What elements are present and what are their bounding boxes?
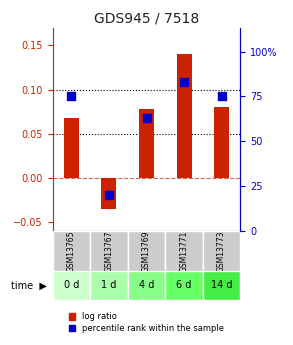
Bar <box>90 271 128 300</box>
Text: GSM13769: GSM13769 <box>142 230 151 272</box>
Bar <box>139 109 154 178</box>
Bar <box>101 178 117 209</box>
Text: GDS945 / 7518: GDS945 / 7518 <box>94 11 199 25</box>
Bar <box>165 271 203 300</box>
Point <box>182 79 186 85</box>
Bar <box>128 271 165 300</box>
Bar <box>165 231 203 271</box>
Point <box>144 115 149 121</box>
Text: 4 d: 4 d <box>139 280 154 290</box>
Text: GSM13765: GSM13765 <box>67 230 76 272</box>
Text: 0 d: 0 d <box>64 280 79 290</box>
Bar <box>214 107 229 178</box>
Bar <box>64 118 79 178</box>
Bar <box>90 231 128 271</box>
Bar <box>128 231 165 271</box>
Bar <box>203 271 240 300</box>
Legend: log ratio, percentile rank within the sample: log ratio, percentile rank within the sa… <box>69 312 224 333</box>
Bar <box>176 54 192 178</box>
Text: time  ▶: time ▶ <box>11 280 47 290</box>
Text: GSM13773: GSM13773 <box>217 230 226 272</box>
Bar <box>53 231 90 271</box>
Text: 14 d: 14 d <box>211 280 232 290</box>
Text: 6 d: 6 d <box>176 280 192 290</box>
Text: 1 d: 1 d <box>101 280 117 290</box>
Text: GSM13771: GSM13771 <box>180 230 188 272</box>
Bar <box>53 271 90 300</box>
Point <box>69 94 74 99</box>
Text: GSM13767: GSM13767 <box>105 230 113 272</box>
Point <box>219 94 224 99</box>
Bar <box>203 231 240 271</box>
Point <box>107 193 111 198</box>
